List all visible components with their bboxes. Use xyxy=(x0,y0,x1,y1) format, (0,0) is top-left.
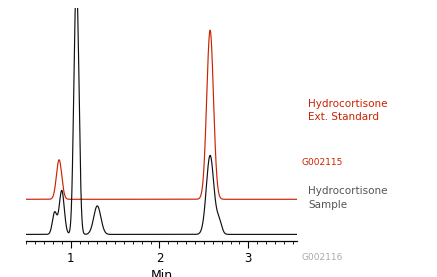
Text: Hydrocortisone
Ext. Standard: Hydrocortisone Ext. Standard xyxy=(308,99,388,122)
X-axis label: Min: Min xyxy=(151,269,173,277)
Text: G002115: G002115 xyxy=(302,158,343,166)
Text: G002116: G002116 xyxy=(302,253,343,262)
Text: Hydrocortisone
Sample: Hydrocortisone Sample xyxy=(308,186,388,210)
